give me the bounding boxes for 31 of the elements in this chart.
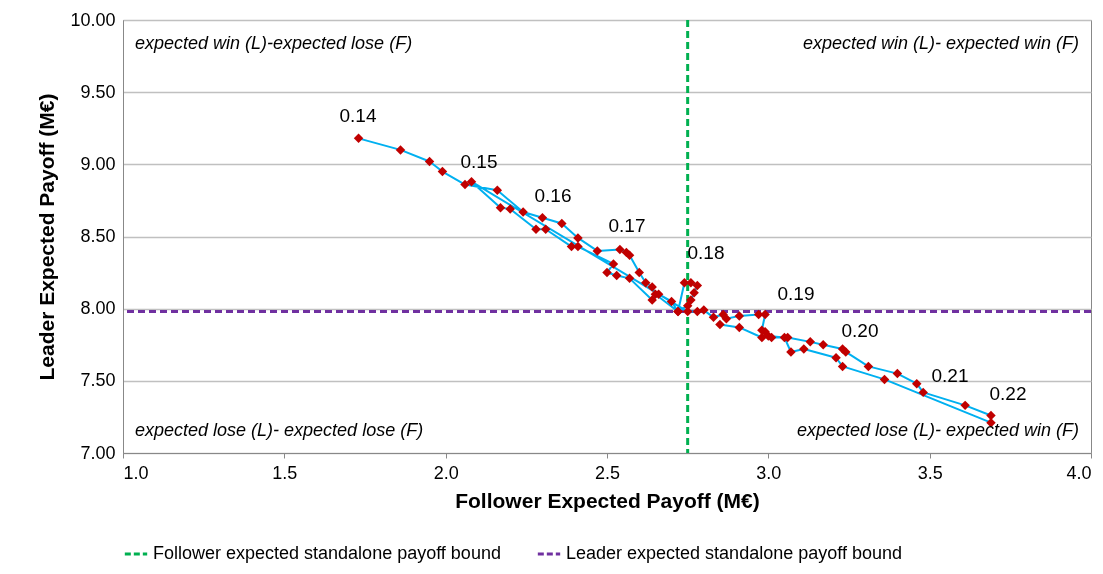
legend-label: Leader expected standalone payoff bound xyxy=(566,543,902,563)
y-tick-label: 10.00 xyxy=(70,9,116,30)
y-tick-label: 9.00 xyxy=(80,153,116,174)
annotation: 0.16 xyxy=(534,185,572,206)
y-axis-title: Leader Expected Payoff (M€) xyxy=(35,93,59,381)
x-tick-label: 1.0 xyxy=(123,462,149,483)
y-tick-label: 7.00 xyxy=(80,442,116,463)
x-tick-label: 3.0 xyxy=(756,462,782,483)
y-tick-label: 7.50 xyxy=(80,370,116,391)
y-tick-label: 8.50 xyxy=(80,226,116,246)
annotation: 0.17 xyxy=(608,215,646,236)
y-tick-label: 8.00 xyxy=(80,298,116,319)
y-tick-label: 9.50 xyxy=(80,81,116,102)
annotation: 0.20 xyxy=(841,320,879,341)
annotation: 0.22 xyxy=(989,383,1027,404)
annotation: 0.14 xyxy=(339,105,377,126)
annotation: 0.21 xyxy=(931,365,969,386)
annotation: 0.15 xyxy=(460,151,498,172)
annotation: 0.19 xyxy=(777,283,815,304)
annotation: 0.18 xyxy=(687,242,725,263)
annotation: expected lose (L)- expected lose (F) xyxy=(135,420,424,440)
x-tick-label: 3.5 xyxy=(917,462,943,483)
x-tick-label: 1.5 xyxy=(272,462,298,483)
x-tick-label: 2.5 xyxy=(594,462,621,483)
legend-label: Follower expected standalone payoff bound xyxy=(153,543,501,563)
x-axis-title: Follower Expected Payoff (M€) xyxy=(455,488,760,512)
annotation: expected win (L)- expected win (F) xyxy=(802,33,1079,53)
x-tick-label: 2.0 xyxy=(433,462,459,483)
annotation: expected lose (L)- expected win (F) xyxy=(796,420,1079,440)
annotation: expected win (L)-expected lose (F) xyxy=(135,33,413,53)
x-tick-label: 4.0 xyxy=(1066,462,1092,483)
